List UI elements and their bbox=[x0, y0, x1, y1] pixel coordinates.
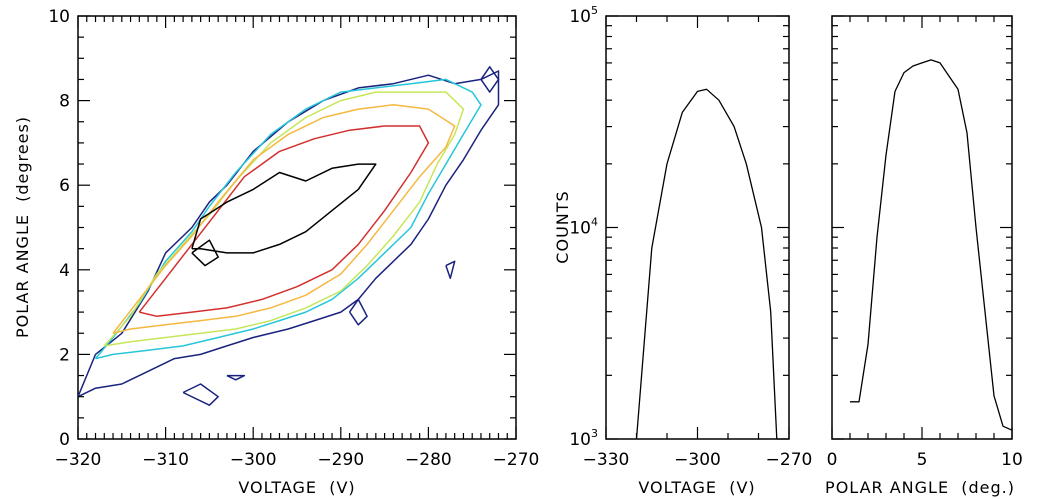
contour-line-8 bbox=[226, 374, 246, 381]
contour-line-0 bbox=[77, 70, 500, 398]
contour-line-11 bbox=[480, 66, 500, 93]
contour-y-tick-label-0: 0 bbox=[59, 430, 70, 450]
voltage-histogram-line bbox=[635, 88, 778, 440]
contour-y-tick-label-1: 2 bbox=[59, 345, 70, 365]
contour-y-tick-label-5: 10 bbox=[48, 7, 70, 27]
contour-y-tick-label-4: 8 bbox=[59, 92, 70, 112]
counts-tick-label-0: 103 bbox=[569, 427, 598, 450]
contour-line-2 bbox=[103, 91, 465, 347]
contour-y-tick-label-2: 4 bbox=[59, 261, 70, 281]
contour-line-3 bbox=[112, 104, 456, 335]
contour-line-6 bbox=[191, 239, 219, 267]
contour-x-axis-label: VOLTAGE (V) bbox=[238, 478, 355, 497]
polar-angle-histogram-x-axis-label: POLAR ANGLE (deg.) bbox=[825, 478, 1015, 497]
voltage-histogram-x-tick-label-2: −270 bbox=[766, 450, 813, 470]
contour-line-10 bbox=[445, 260, 456, 280]
polar-angle-histogram-axis-ticks: 0 5 10 bbox=[827, 15, 1023, 470]
contour-x-tick-label-4: −280 bbox=[405, 450, 452, 470]
contour-x-tick-label-0: −320 bbox=[55, 450, 102, 470]
voltage-histogram-panel: −330 −300 −270 103 104 105 VOLTAGE (V) COUNTS bbox=[553, 4, 812, 497]
voltage-histogram-x-tick-label-1: −300 bbox=[674, 450, 721, 470]
contour-plot-frame bbox=[77, 15, 517, 440]
polar-angle-histogram-line bbox=[850, 59, 1013, 431]
contour-line-5 bbox=[191, 163, 377, 254]
polar-angle-x-tick-label-2: 10 bbox=[1001, 450, 1023, 470]
contour-x-tick-label-2: −300 bbox=[230, 450, 277, 470]
voltage-histogram-x-axis-label: VOLTAGE (V) bbox=[638, 478, 755, 497]
contour-line-4 bbox=[138, 125, 430, 318]
contour-y-axis-label: POLAR ANGLE (degrees) bbox=[13, 116, 32, 338]
polar-angle-histogram-panel: 0 5 10 POLAR ANGLE (deg.) bbox=[825, 15, 1023, 497]
contour-x-tick-label-5: −270 bbox=[493, 450, 540, 470]
contour-x-tick-label-3: −290 bbox=[317, 450, 364, 470]
polar-angle-x-tick-label-0: 0 bbox=[827, 450, 838, 470]
contour-y-tick-label-3: 6 bbox=[59, 176, 70, 196]
contour-line-9 bbox=[348, 298, 368, 326]
contour-line-7 bbox=[182, 383, 219, 406]
counts-tick-label-1: 104 bbox=[569, 216, 598, 239]
voltage-histogram-axis-ticks: −330 −300 −270 103 104 105 bbox=[569, 4, 812, 470]
voltage-histogram-x-tick-label-0: −330 bbox=[583, 450, 630, 470]
contour-panel: −320 −310 −300 −290 −280 −270 0 2 4 6 8 10 VOLTAGE … bbox=[13, 7, 539, 497]
polar-angle-x-tick-label-1: 5 bbox=[917, 450, 928, 470]
contour-axis-ticks: −320 −310 −300 −290 −280 −270 0 2 4 6 8 10 bbox=[48, 7, 539, 470]
counts-axis-label: COUNTS bbox=[553, 190, 572, 263]
contour-line-1 bbox=[94, 78, 482, 360]
contour-lines bbox=[77, 66, 500, 406]
counts-tick-label-2: 105 bbox=[569, 4, 598, 27]
contour-x-tick-label-1: −310 bbox=[142, 450, 189, 470]
polar-angle-histogram-frame bbox=[831, 15, 1013, 440]
